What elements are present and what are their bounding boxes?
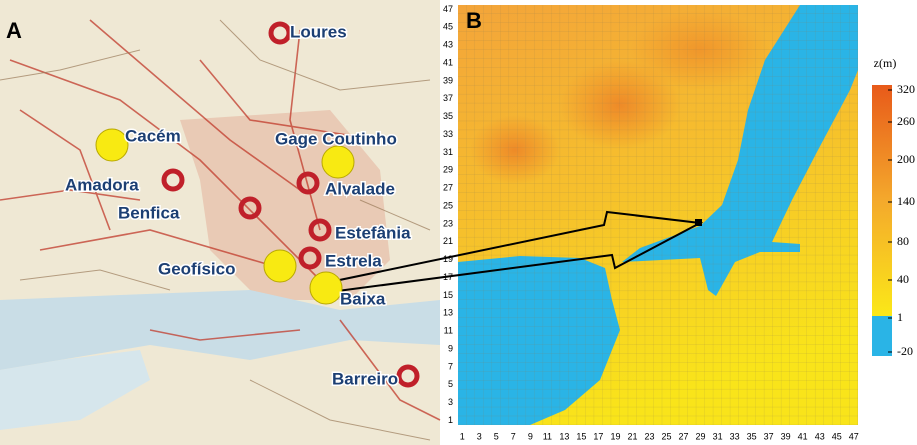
station-label: Barreiro <box>332 369 398 388</box>
y-tick-label: 45 <box>443 22 453 32</box>
colorbar <box>872 85 892 316</box>
x-tick-label: 37 <box>764 431 774 441</box>
x-tick-label: 29 <box>696 431 706 441</box>
y-tick-label: 25 <box>443 200 453 210</box>
x-tick-label: 31 <box>713 431 723 441</box>
y-tick-label: 43 <box>443 40 453 50</box>
station-label: Gage Coutinho <box>275 129 397 148</box>
x-tick-label: 17 <box>593 431 603 441</box>
figure: A B z(m) Cacém Gage Coutinho Amadora Alvala… <box>0 0 917 445</box>
y-tick-label: 27 <box>443 183 453 193</box>
x-tick-label: 19 <box>610 431 620 441</box>
x-tick-label: 7 <box>511 431 516 441</box>
x-tick-label: 15 <box>576 431 586 441</box>
y-tick-label: 5 <box>448 379 453 389</box>
x-tick-label: 25 <box>662 431 672 441</box>
y-tick-label: 35 <box>443 111 453 121</box>
y-tick-label: 15 <box>443 290 453 300</box>
y-tick-label: 17 <box>443 272 453 282</box>
y-tick-label: 19 <box>443 254 453 264</box>
panel-label: B <box>466 8 482 33</box>
y-tick-label: 1 <box>448 415 453 425</box>
station-marker <box>96 129 128 161</box>
y-tick-label: 3 <box>448 397 453 407</box>
station-label: Baixa <box>340 289 386 308</box>
colorbar-tick-label: 320 <box>897 82 915 96</box>
x-tick-label: 9 <box>528 431 533 441</box>
x-tick-label: 45 <box>832 431 842 441</box>
colorbar-tick-label: 140 <box>897 194 915 208</box>
colorbar-tick-label: -20 <box>897 344 913 358</box>
x-tick-label: 11 <box>543 431 552 441</box>
colorbar-tick-label: 200 <box>897 152 915 166</box>
x-tick-label: 43 <box>815 431 825 441</box>
x-tick-label: 33 <box>730 431 740 441</box>
colorbar-tick-label: 40 <box>897 272 909 286</box>
station-label: Loures <box>290 22 347 41</box>
terrain-grid <box>458 5 858 425</box>
colorbar-tick-label: 260 <box>897 114 915 128</box>
x-tick-label: 47 <box>849 431 859 441</box>
y-tick-label: 39 <box>443 75 453 85</box>
station-label: Estrela <box>325 251 382 270</box>
colorbar-tick-label: 80 <box>897 234 909 248</box>
colorbar <box>872 316 892 356</box>
station-label: Benfica <box>118 203 180 222</box>
y-tick-label: 11 <box>444 326 453 336</box>
y-tick-label: 31 <box>443 147 453 157</box>
x-tick-label: 41 <box>798 431 808 441</box>
station-label: Amadora <box>65 175 139 194</box>
x-tick-label: 35 <box>747 431 757 441</box>
x-tick-label: 27 <box>679 431 689 441</box>
station-label: Alvalade <box>325 179 395 198</box>
station-marker <box>322 146 354 178</box>
x-tick-label: 39 <box>781 431 791 441</box>
y-tick-label: 29 <box>443 165 453 175</box>
y-tick-label: 41 <box>443 57 453 67</box>
y-tick-label: 13 <box>443 308 453 318</box>
x-tick-label: 23 <box>644 431 654 441</box>
station-label: Estefânia <box>335 223 411 242</box>
station-label: Cacém <box>125 126 181 145</box>
y-tick-label: 37 <box>443 93 453 103</box>
y-tick-label: 23 <box>443 218 453 228</box>
colorbar-tick-label: 1 <box>897 310 903 324</box>
x-tick-label: 5 <box>494 431 499 441</box>
y-tick-label: 47 <box>443 4 453 14</box>
panel-label: A <box>6 18 22 43</box>
station-marker <box>310 272 342 304</box>
y-tick-label: 33 <box>443 129 453 139</box>
y-tick-label: 9 <box>448 343 453 353</box>
x-tick-label: 13 <box>559 431 569 441</box>
station-label: Geofísico <box>158 259 235 278</box>
x-tick-label: 21 <box>627 431 637 441</box>
x-tick-label: 3 <box>477 431 482 441</box>
y-tick-label: 7 <box>448 361 453 371</box>
station-marker <box>264 250 296 282</box>
x-tick-label: 1 <box>460 431 465 441</box>
colorbar-title: z(m) <box>874 56 897 70</box>
y-tick-label: 21 <box>443 236 453 246</box>
